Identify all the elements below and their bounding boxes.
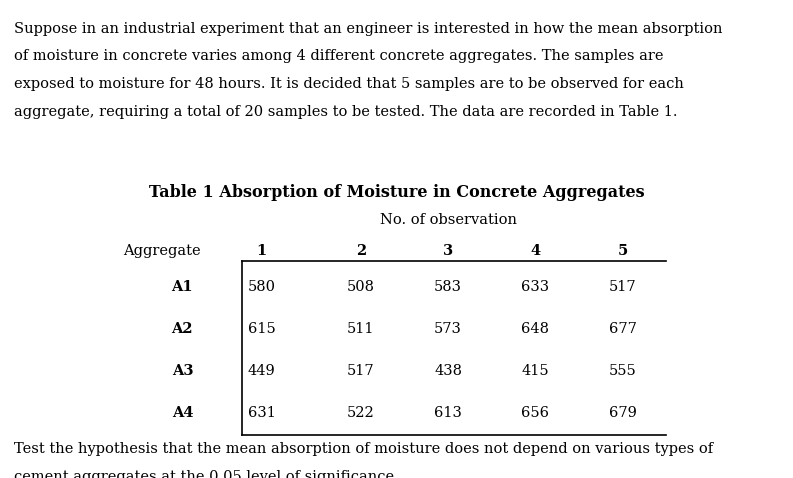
Text: 2: 2	[356, 244, 366, 258]
Text: A4: A4	[171, 406, 193, 420]
Text: 3: 3	[443, 244, 453, 258]
Text: 583: 583	[434, 280, 462, 293]
Text: 555: 555	[609, 364, 636, 378]
Text: 511: 511	[347, 322, 374, 336]
Text: A2: A2	[171, 322, 193, 336]
Text: 517: 517	[609, 280, 636, 293]
Text: 508: 508	[347, 280, 375, 293]
Text: 656: 656	[521, 406, 550, 420]
Text: 517: 517	[347, 364, 374, 378]
Text: 679: 679	[608, 406, 637, 420]
Text: Test the hypothesis that the mean absorption of moisture does not depend on vari: Test the hypothesis that the mean absorp…	[14, 442, 714, 456]
Text: 4: 4	[531, 244, 540, 258]
Text: 5: 5	[618, 244, 627, 258]
Text: cement aggregates at the 0.05 level of significance.: cement aggregates at the 0.05 level of s…	[14, 470, 399, 478]
Text: 438: 438	[434, 364, 462, 378]
Text: 522: 522	[347, 406, 374, 420]
Text: 580: 580	[247, 280, 276, 293]
Text: 677: 677	[608, 322, 637, 336]
Text: Table 1 Absorption of Moisture in Concrete Aggregates: Table 1 Absorption of Moisture in Concre…	[149, 184, 644, 201]
Text: exposed to moisture for 48 hours. It is decided that 5 samples are to be observe: exposed to moisture for 48 hours. It is …	[14, 77, 684, 91]
Text: 415: 415	[522, 364, 549, 378]
Text: 573: 573	[434, 322, 462, 336]
Text: 615: 615	[248, 322, 275, 336]
Text: Aggregate: Aggregate	[123, 244, 201, 258]
Text: 648: 648	[521, 322, 550, 336]
Text: 613: 613	[434, 406, 462, 420]
Text: 1: 1	[257, 244, 266, 258]
Text: 631: 631	[247, 406, 276, 420]
Text: 633: 633	[521, 280, 550, 293]
Text: A1: A1	[171, 280, 193, 293]
Text: No. of observation: No. of observation	[380, 213, 516, 227]
Text: A3: A3	[171, 364, 193, 378]
Text: 449: 449	[248, 364, 275, 378]
Text: Suppose in an industrial experiment that an engineer is interested in how the me: Suppose in an industrial experiment that…	[14, 22, 722, 35]
Text: aggregate, requiring a total of 20 samples to be tested. The data are recorded i: aggregate, requiring a total of 20 sampl…	[14, 105, 678, 119]
Text: of moisture in concrete varies among 4 different concrete aggregates. The sample: of moisture in concrete varies among 4 d…	[14, 49, 664, 63]
